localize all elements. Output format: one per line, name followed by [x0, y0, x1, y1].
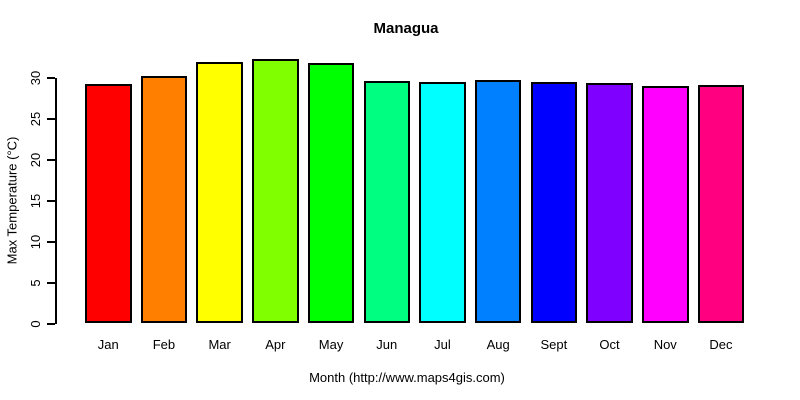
bar-dec	[697, 84, 745, 324]
y-tick-label: 5	[28, 278, 43, 287]
y-tick-label: 25	[28, 111, 43, 127]
y-tick-mark	[47, 77, 55, 79]
y-tick-label: 30	[28, 70, 43, 86]
y-tick-mark	[47, 281, 55, 284]
bar-sept	[530, 82, 578, 324]
bar-feb	[140, 75, 188, 324]
x-category-label-jul: Jul	[434, 337, 451, 352]
x-category-label-apr: Apr	[265, 337, 286, 352]
x-category-label-jun: Jun	[376, 337, 398, 352]
bar-mar	[196, 62, 243, 324]
y-tick-mark	[47, 158, 55, 161]
x-category-label-dec: Dec	[709, 337, 733, 352]
x-category-label-oct: Oct	[599, 337, 620, 352]
y-tick-mark	[47, 322, 55, 325]
y-tick-mark	[47, 117, 55, 120]
x-category-label-feb: Feb	[152, 337, 176, 352]
x-category-label-jan: Jan	[97, 337, 119, 352]
x-category-label-sept: Sept	[540, 337, 568, 352]
x-category-label-mar: Mar	[208, 337, 231, 352]
y-tick-mark	[47, 240, 55, 243]
x-category-label-may: May	[318, 337, 344, 352]
bar-jul	[419, 82, 466, 324]
bar-aug	[474, 79, 522, 324]
bar-jun	[363, 81, 410, 324]
y-tick-mark	[47, 199, 55, 202]
bar-apr	[252, 59, 299, 324]
y-tick-label: 15	[28, 193, 43, 208]
bar-jan	[85, 83, 132, 324]
y-tick-label: 10	[28, 234, 43, 249]
bar-may	[307, 63, 355, 324]
x-category-label-nov: Nov	[653, 337, 677, 352]
y-tick-label: 20	[28, 152, 43, 168]
chart-title: Managua	[373, 20, 439, 37]
x-axis-label: Month (http://www.maps4gis.com)	[309, 370, 505, 385]
y-axis-line	[55, 78, 57, 324]
bar-nov	[642, 86, 689, 324]
x-category-label-aug: Aug	[486, 337, 510, 352]
bar-oct	[586, 82, 633, 324]
y-tick-label: 0	[28, 319, 43, 328]
y-axis-label: Max Temperature (°C)	[4, 136, 20, 265]
